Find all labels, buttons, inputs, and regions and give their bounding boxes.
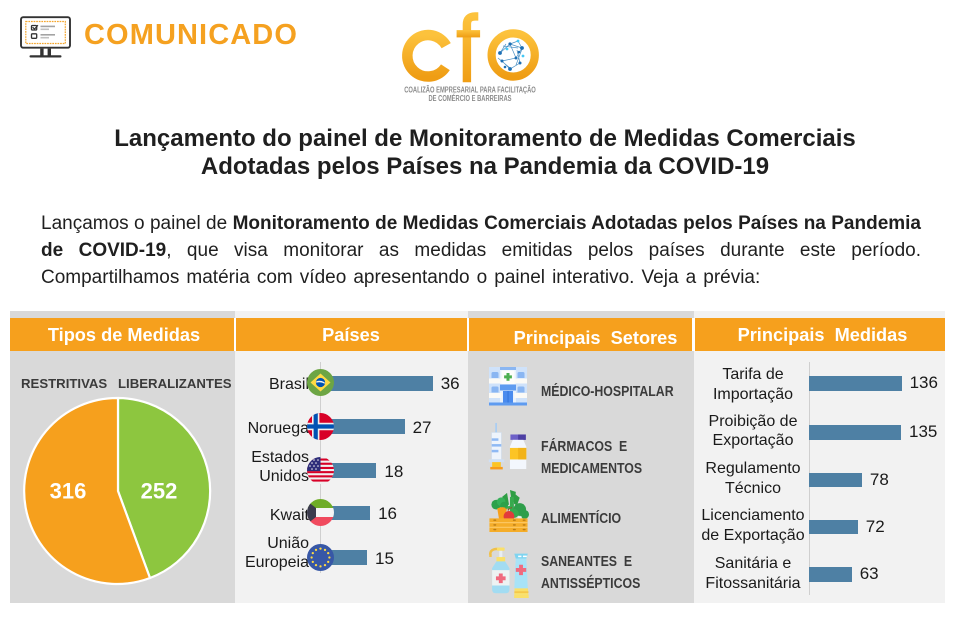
svg-text:COALIZÃO EMPRESARIAL PARA FACI: COALIZÃO EMPRESARIAL PARA FACILITAÇÃO xyxy=(404,86,536,95)
svg-text:DE COMÉRCIO E BARREIRAS: DE COMÉRCIO E BARREIRAS xyxy=(429,94,512,103)
svg-text:316: 316 xyxy=(50,479,87,504)
svg-text:252: 252 xyxy=(141,479,178,504)
